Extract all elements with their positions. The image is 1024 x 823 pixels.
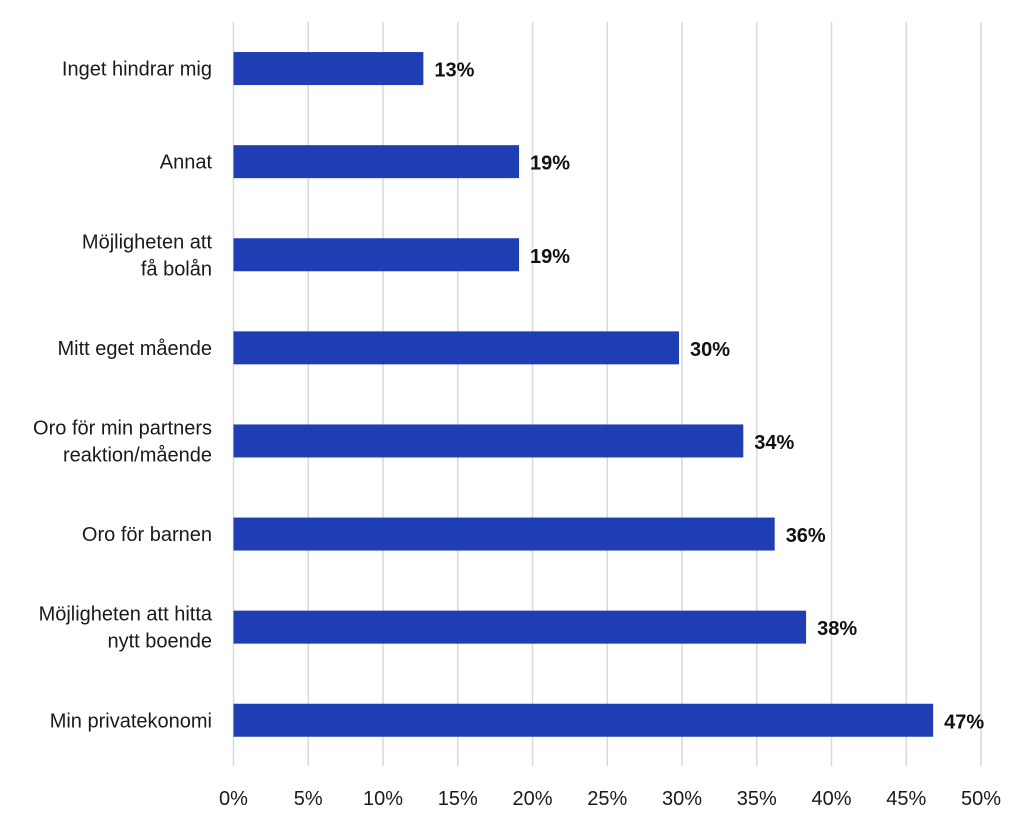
data-label: 36% <box>786 525 826 547</box>
category-label-line: få bolån <box>141 258 212 280</box>
category-label: Annat <box>160 152 213 174</box>
x-tick-label: 5% <box>294 788 323 810</box>
bars <box>233 52 934 737</box>
data-label: 38% <box>817 618 857 640</box>
category-label-line: nytt boende <box>107 631 212 653</box>
category-label: Min privatekonomi <box>50 710 212 732</box>
gridlines <box>232 22 982 766</box>
x-tick-label: 40% <box>811 788 851 810</box>
category-label: Möjligheten att hitta nytt boende <box>39 604 213 653</box>
category-label: Oro för min partners reaktion/mående <box>33 417 212 466</box>
category-labels: Inget hindrar mig Annat Möjligheten att få … <box>33 59 213 733</box>
bar <box>233 610 807 644</box>
x-tick-label: 45% <box>886 788 926 810</box>
x-tick-label: 10% <box>363 788 403 810</box>
x-tick-label: 30% <box>662 788 702 810</box>
bar <box>233 517 775 551</box>
category-label-line: Min privatekonomi <box>50 710 212 732</box>
bar <box>233 238 520 272</box>
data-label: 47% <box>944 711 984 733</box>
x-tick-label: 50% <box>961 788 1001 810</box>
category-label-line: Oro för barnen <box>82 524 212 546</box>
category-label-line: Möjligheten att hitta <box>39 604 213 626</box>
category-label: Oro för barnen <box>82 524 212 546</box>
data-label: 30% <box>690 339 730 361</box>
x-tick-label: 25% <box>587 788 627 810</box>
x-tick-label: 35% <box>737 788 777 810</box>
category-label-line: Annat <box>160 152 213 174</box>
bar <box>233 331 680 365</box>
category-label: Möjligheten att få bolån <box>82 231 213 280</box>
x-axis-tick-labels: 0% 5% 10% 15% 20% 25% 30% 35% 40% 45% 50% <box>219 788 1001 810</box>
bar <box>233 703 934 737</box>
data-label: 19% <box>530 246 570 268</box>
data-labels: 13% 19% 19% 30% 34% 36% 38% 47% <box>434 60 984 734</box>
category-label-line: Oro för min partners <box>33 417 212 439</box>
category-label-line: Möjligheten att <box>82 231 213 253</box>
category-label-line: reaktion/mående <box>63 444 212 466</box>
x-tick-label: 0% <box>219 788 248 810</box>
x-tick-label: 15% <box>438 788 478 810</box>
category-label-line: Mitt eget mående <box>57 338 212 360</box>
data-label: 19% <box>530 153 570 175</box>
category-label: Mitt eget mående <box>57 338 212 360</box>
data-label: 13% <box>434 60 474 82</box>
category-label: Inget hindrar mig <box>62 59 212 81</box>
bar <box>233 424 744 458</box>
bar <box>233 145 520 179</box>
bar <box>233 52 424 86</box>
category-label-line: Inget hindrar mig <box>62 59 212 81</box>
data-label: 34% <box>754 432 794 454</box>
x-tick-label: 20% <box>512 788 552 810</box>
